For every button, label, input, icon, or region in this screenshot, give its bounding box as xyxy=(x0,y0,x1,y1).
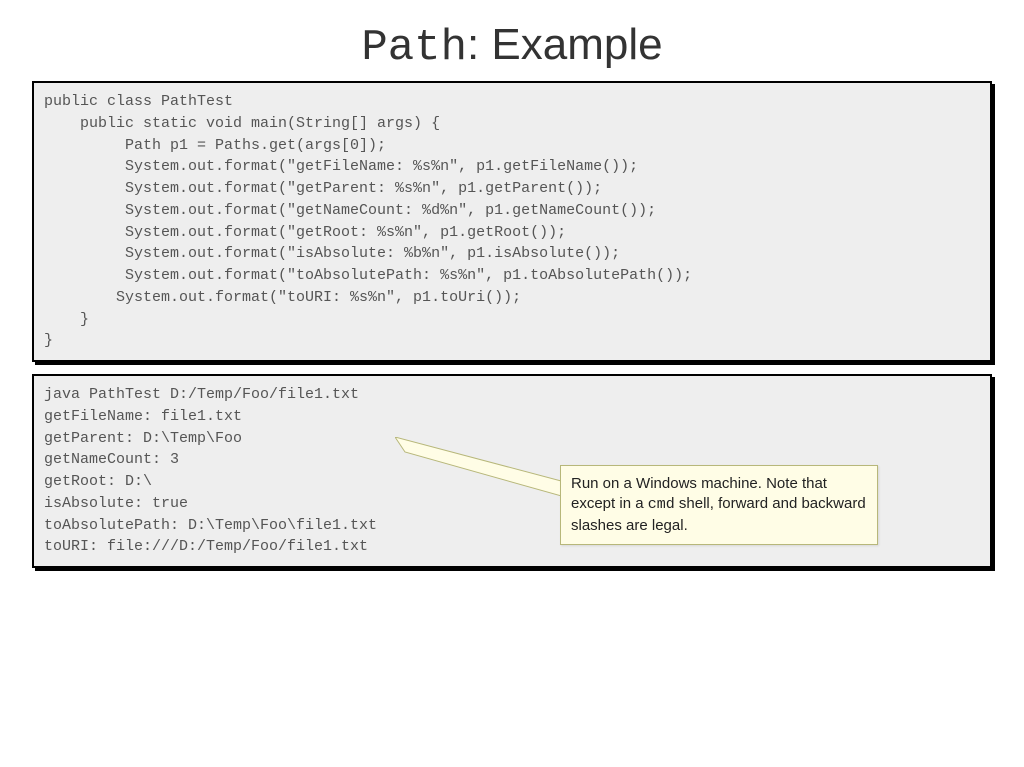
callout-note: Run on a Windows machine. Note that exce… xyxy=(560,465,878,545)
source-code-box: public class PathTest public static void… xyxy=(32,81,992,362)
slide: Path: Example public class PathTest publ… xyxy=(0,0,1024,767)
title-rest: : Example xyxy=(467,20,663,69)
title-mono: Path xyxy=(361,23,467,73)
callout-text-mono: cmd xyxy=(648,496,675,513)
source-code: public class PathTest public static void… xyxy=(44,91,980,352)
slide-title: Path: Example xyxy=(0,20,1024,73)
